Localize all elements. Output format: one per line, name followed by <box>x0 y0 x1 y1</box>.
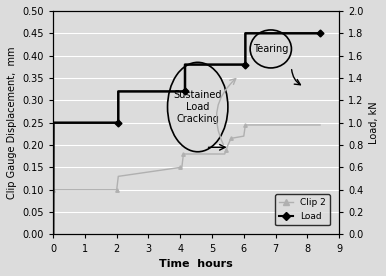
Load <box>183 63 187 66</box>
Y-axis label: Clip Gauge Displacement,  mm: Clip Gauge Displacement, mm <box>7 46 17 199</box>
Clip 2 <box>51 188 56 192</box>
X-axis label: Time  hours: Time hours <box>159 259 233 269</box>
Load <box>51 233 56 236</box>
Clip 2 <box>114 188 119 192</box>
Line: Clip 2: Clip 2 <box>51 123 322 192</box>
Clip 2 <box>225 144 230 147</box>
Clip 2 <box>181 152 186 156</box>
Legend: Clip 2, Load: Clip 2, Load <box>275 194 330 225</box>
Load <box>318 32 322 35</box>
Text: Sustained
Load
Cracking: Sustained Load Cracking <box>173 91 222 124</box>
Clip 2 <box>229 137 234 140</box>
Load <box>183 90 187 93</box>
Line: Load: Load <box>51 31 322 237</box>
Clip 2 <box>116 175 120 178</box>
Text: Tearing: Tearing <box>253 44 288 54</box>
Load <box>243 32 248 35</box>
Load <box>116 121 120 124</box>
Load <box>51 121 56 124</box>
Y-axis label: Load, kN: Load, kN <box>369 101 379 144</box>
Clip 2 <box>318 123 322 127</box>
Ellipse shape <box>168 62 228 152</box>
Clip 2 <box>178 166 183 169</box>
Clip 2 <box>60 188 65 192</box>
Clip 2 <box>224 148 229 151</box>
Clip 2 <box>242 134 246 138</box>
Load <box>116 90 120 93</box>
Clip 2 <box>222 152 227 156</box>
Load <box>243 63 248 66</box>
Clip 2 <box>179 166 184 169</box>
Ellipse shape <box>250 30 291 68</box>
Clip 2 <box>243 123 248 127</box>
